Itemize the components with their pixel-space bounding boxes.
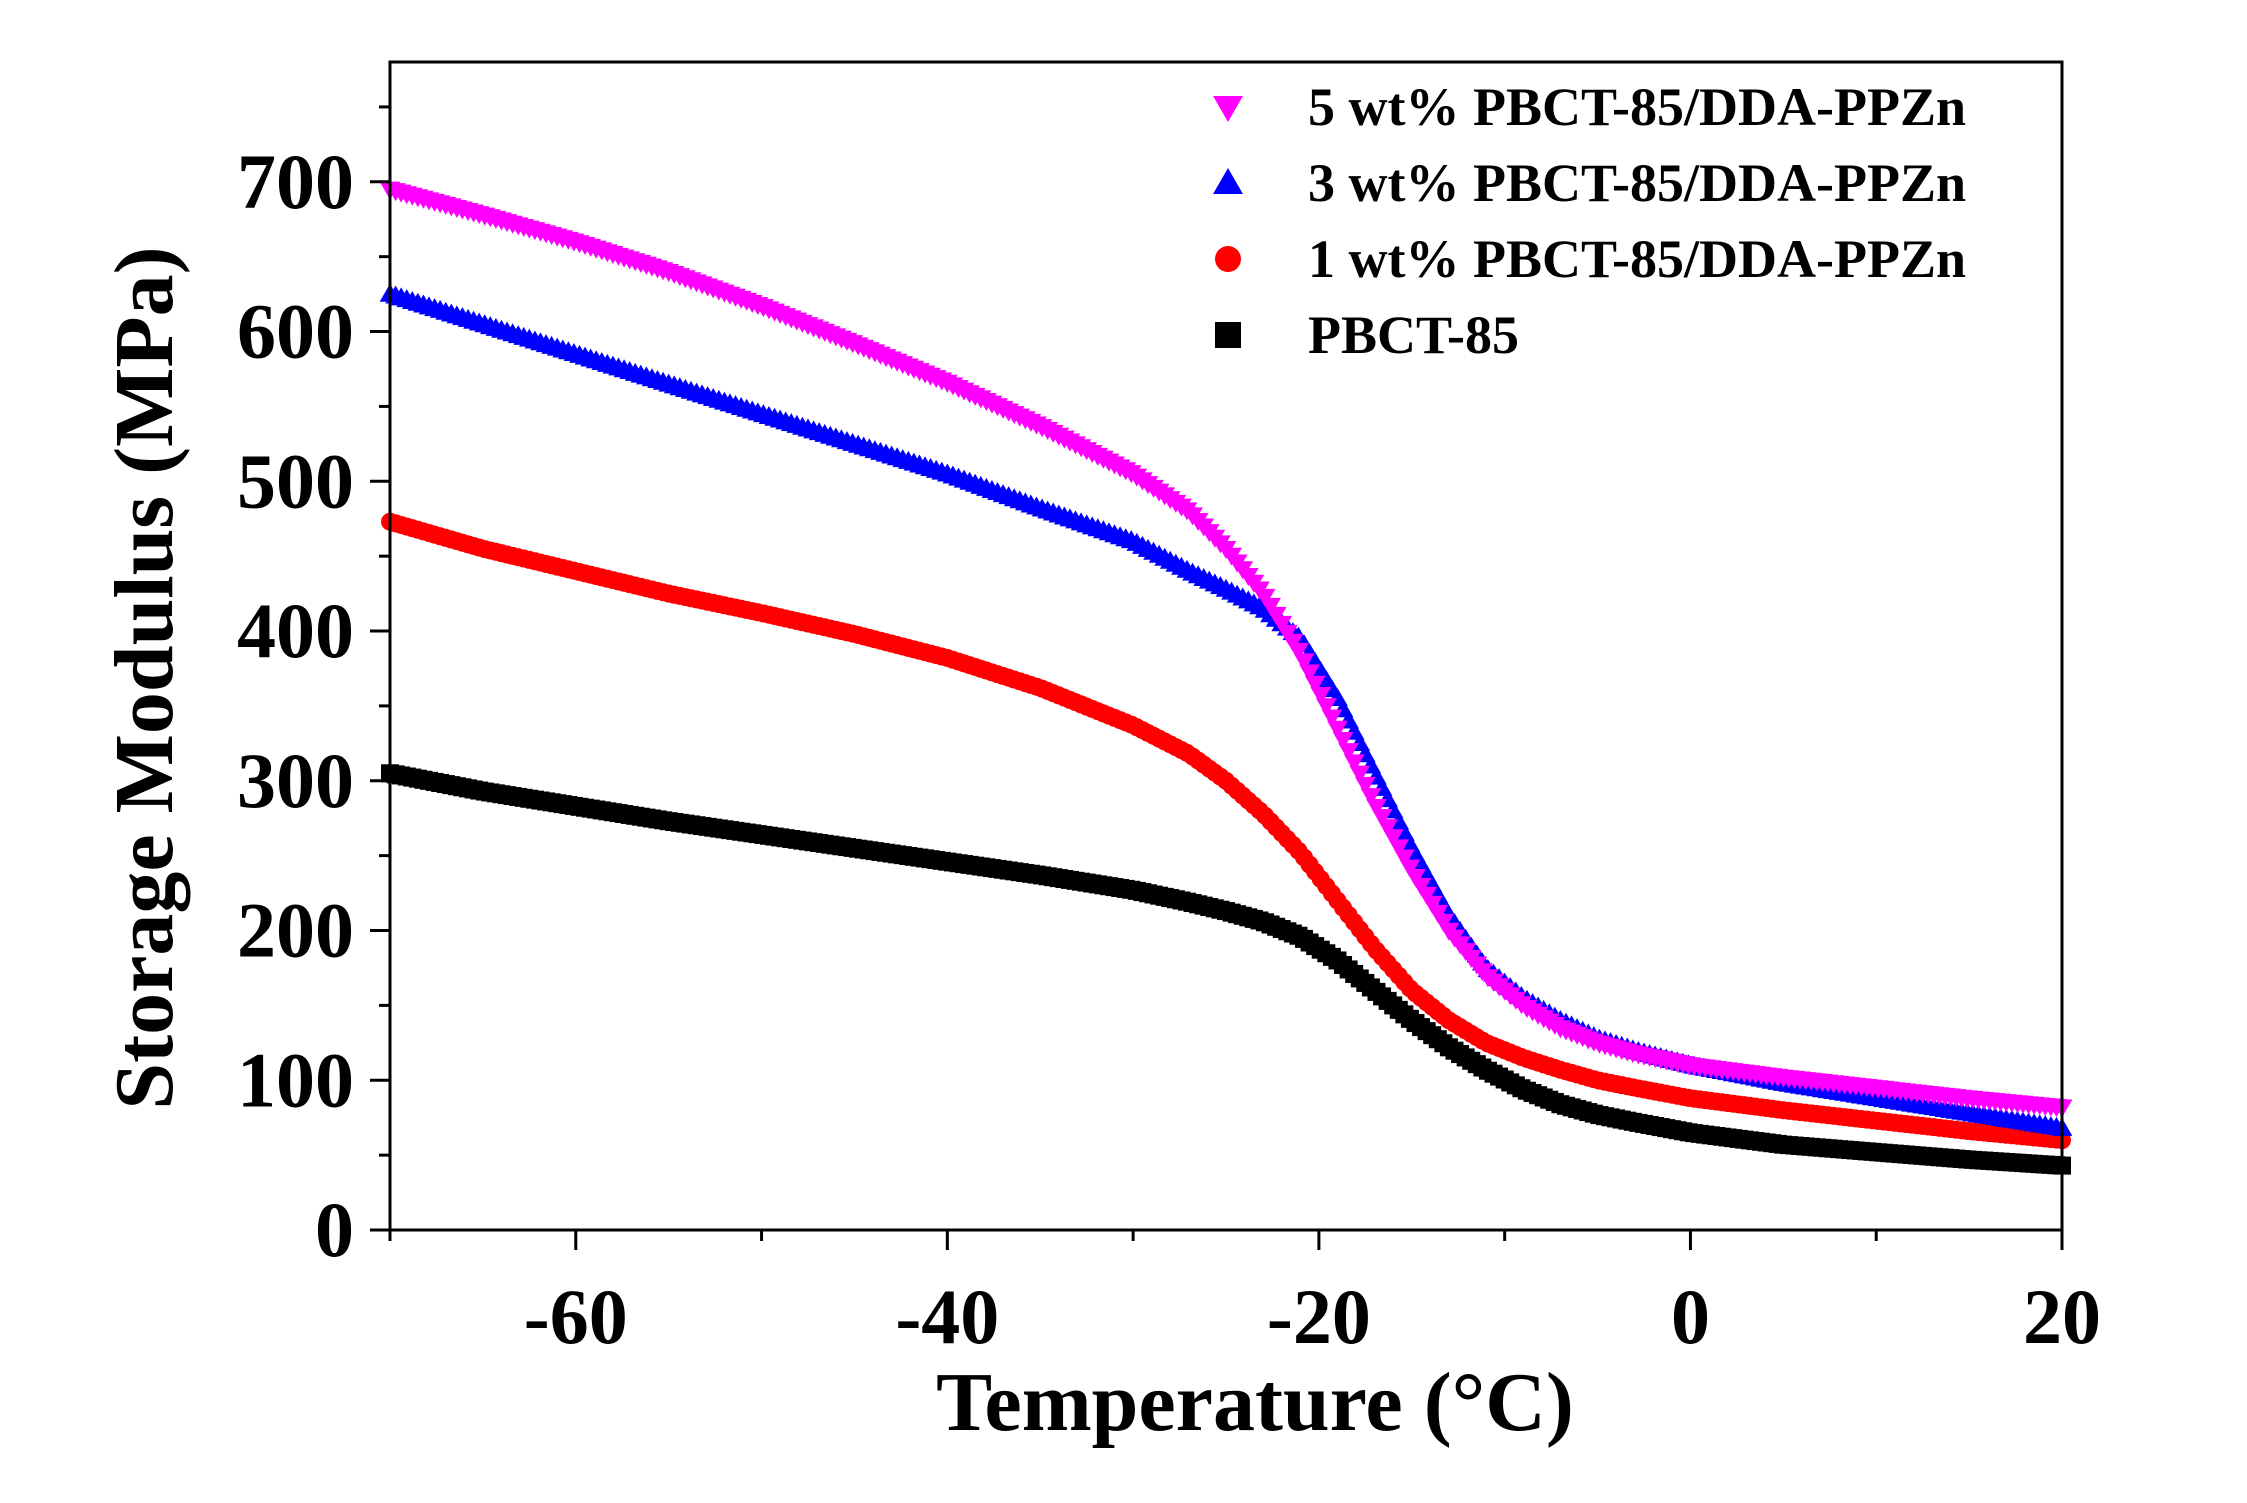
data-point — [1332, 731, 1354, 750]
legend-label: 3 wt% PBCT-85/DDA-PPZn — [1308, 153, 1966, 213]
y-axis-title: Storage Modulus (MPa) — [98, 246, 191, 1109]
legend-entry: PBCT-85 — [1215, 305, 1519, 365]
legend-label: 5 wt% PBCT-85/DDA-PPZn — [1308, 77, 1966, 137]
y-tick-label: 200 — [237, 887, 354, 974]
data-point — [1321, 709, 1343, 728]
data-point — [1354, 776, 1376, 795]
legend-label: 1 wt% PBCT-85/DDA-PPZn — [1308, 229, 1966, 289]
x-axis-title: Temperature (°C) — [936, 1356, 1574, 1449]
data-point — [1327, 720, 1348, 739]
legend-label: PBCT-85 — [1308, 305, 1519, 365]
legend-marker — [1213, 168, 1243, 195]
data-point — [1349, 765, 1371, 784]
data-point — [1304, 675, 1326, 694]
data-point — [1366, 798, 1387, 817]
y-tick-label: 400 — [237, 587, 354, 674]
data-point — [1293, 653, 1315, 672]
series-1-wt-pbct-85-dda-ppzn — [381, 512, 2071, 1150]
data-point — [1377, 819, 1398, 838]
data-point — [1338, 743, 1359, 762]
data-point — [1371, 809, 1393, 828]
legend-marker — [1215, 246, 1241, 272]
y-tick-label: 600 — [237, 288, 354, 375]
legend-entry: 5 wt% PBCT-85/DDA-PPZn — [1213, 77, 1966, 137]
legend-entry: 3 wt% PBCT-85/DDA-PPZn — [1213, 153, 1966, 213]
series-pbct-85 — [381, 764, 2071, 1175]
y-tick-label: 500 — [237, 437, 354, 524]
data-point — [1382, 829, 1404, 848]
y-tick-label: 300 — [237, 737, 354, 824]
y-tick-label: 700 — [237, 138, 354, 225]
data-point — [1310, 687, 1332, 706]
legend: 5 wt% PBCT-85/DDA-PPZn 3 wt% PBCT-85/DDA-… — [1213, 77, 1966, 365]
x-tick-label: -60 — [524, 1273, 628, 1360]
legend-marker — [1213, 95, 1243, 122]
data-point — [1343, 754, 1365, 773]
y-tick-label: 0 — [315, 1186, 354, 1273]
plot-frame — [388, 60, 2064, 1232]
legend-entry: 1 wt% PBCT-85/DDA-PPZn — [1215, 229, 1966, 289]
x-tick-label: 20 — [2023, 1273, 2101, 1360]
x-tick-label: -20 — [1267, 1273, 1371, 1360]
series-5-wt-pbct-85-dda-ppzn — [379, 181, 2073, 1118]
legend-marker — [1215, 322, 1241, 348]
x-tick-label: -40 — [895, 1273, 999, 1360]
data-point — [1399, 859, 1421, 878]
data-point — [1393, 849, 1415, 868]
data-point — [1388, 839, 1410, 858]
data-point — [1360, 788, 1382, 807]
y-tick-label: 100 — [237, 1036, 354, 1123]
data-point — [1299, 664, 1320, 683]
plot-marks — [379, 181, 2073, 1175]
data-point — [1315, 698, 1337, 717]
data-point — [1288, 642, 1309, 661]
x-tick-label: 0 — [1671, 1273, 1710, 1360]
